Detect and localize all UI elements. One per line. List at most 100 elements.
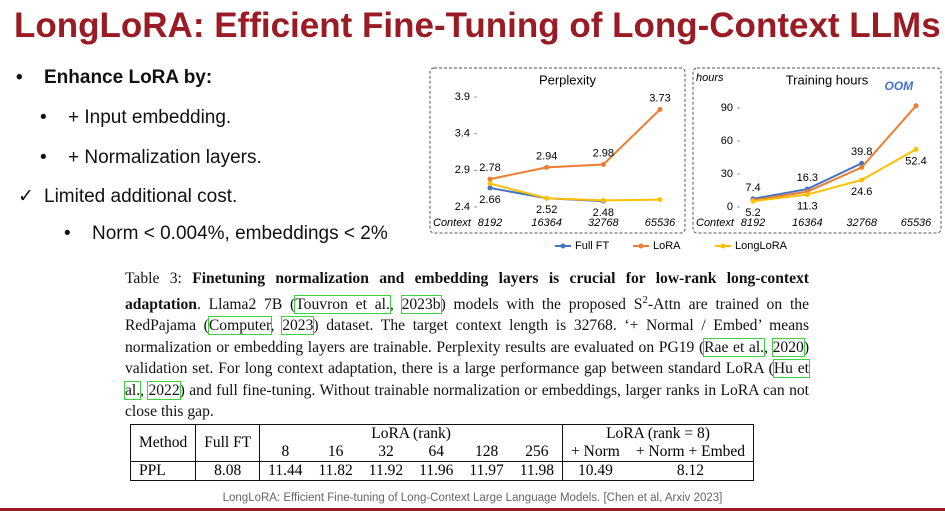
citation[interactable]: 2023	[281, 316, 315, 336]
data-point	[487, 176, 493, 182]
data-point	[657, 106, 663, 112]
series-line	[489, 182, 661, 202]
data-point	[913, 146, 919, 152]
chart-title: Training hours	[786, 72, 869, 87]
bullet: ✓ Limited additional cost.	[18, 185, 237, 208]
cell: 8.12	[627, 461, 754, 481]
x-tick-label: 32768	[588, 217, 619, 229]
data-point	[804, 192, 810, 198]
bullet-text: + Normalization layers.	[68, 147, 262, 168]
cell: 8.08	[195, 461, 260, 481]
citation[interactable]: 2022	[147, 380, 181, 400]
cell: PPL	[130, 461, 196, 481]
bullet: • + Input embedding.	[40, 107, 231, 129]
x-tick-label: 16364	[531, 217, 562, 229]
x-axis-label: Context	[696, 217, 735, 229]
y-tick-label: 3.9	[455, 91, 470, 103]
subheader-cell: + Norm	[562, 443, 628, 462]
caption-label: Table 3:	[125, 270, 193, 287]
legend-label: LoRA	[653, 240, 681, 252]
chart-frame	[429, 67, 686, 234]
value-label: 2.78	[479, 162, 500, 174]
value-label: 7.4	[745, 182, 760, 194]
data-row: PPL 8.08 11.44 11.82 11.92 11.96 11.97 1…	[130, 461, 754, 481]
cell: 11.92	[360, 461, 412, 481]
caption-text: . Llama2 7B (	[196, 295, 296, 313]
header-row: Method Full FT LoRA (rank) LoRA (rank = …	[131, 424, 754, 462]
series-line	[489, 108, 661, 181]
x-tick-label: 8192	[741, 217, 765, 229]
header-cell: Full FT	[195, 424, 260, 462]
y-axis-label: hours	[696, 72, 724, 84]
value-label: 5.2	[745, 207, 760, 219]
header-cell: LoRA (rank = 8)	[562, 424, 754, 443]
bullet-marker: •	[16, 67, 23, 88]
bullet-text: Norm < 0.004%, embeddings < 2%	[92, 223, 388, 244]
subheader-cell: 8	[259, 443, 311, 462]
caption-text: ) and full fine-tuning. Without trainabl…	[125, 381, 809, 421]
subheader-cell: 32	[378, 443, 394, 460]
value-label: 2.52	[536, 204, 557, 216]
citation[interactable]: Computer	[207, 316, 272, 336]
data-point	[544, 195, 550, 201]
x-tick-label: 16364	[792, 217, 823, 229]
subheader-cell: 256	[525, 443, 549, 460]
value-label: 11.3	[797, 200, 818, 212]
value-label: 2.94	[536, 150, 557, 162]
bullet: • Enhance LoRA by:	[16, 67, 212, 89]
footer: LongLoRA: Efficient Fine-tuning of Long-…	[222, 492, 723, 504]
data-point	[750, 198, 756, 204]
x-axis-label: Context	[433, 217, 472, 229]
citation[interactable]: Rae et al.	[703, 337, 766, 357]
bullet: • Norm < 0.004%, embeddings < 2%	[64, 223, 388, 245]
data-point	[600, 197, 606, 203]
y-tick-label: 60	[721, 135, 733, 147]
value-label: 52.4	[905, 155, 926, 167]
legend-label: Full FT	[575, 240, 610, 252]
superscript: 2	[642, 293, 648, 306]
caption-text: ,	[140, 381, 149, 399]
bullet: • + Normalization layers.	[40, 147, 262, 169]
cell: 11.98	[511, 461, 563, 481]
annotation: OOM	[884, 79, 914, 93]
citation[interactable]: 2023b	[400, 294, 442, 314]
chart-frame	[692, 67, 942, 234]
legend-marker	[638, 243, 644, 249]
cell: 11.44	[259, 461, 311, 481]
table-caption: Table 3: Finetuning normalization and em…	[124, 268, 810, 423]
bullet-marker: •	[40, 147, 47, 168]
y-tick-label: 2.9	[455, 164, 470, 176]
series-line	[752, 105, 917, 202]
subheader-cell: 16	[327, 443, 344, 460]
slide-title: LongLoRA: Efficient Fine-Tuning of Long-…	[14, 6, 941, 45]
header-cell: LoRA (rank)	[259, 424, 563, 443]
cell: 11.82	[310, 461, 361, 481]
caption-text: ,	[389, 295, 402, 313]
cell: 10.49	[562, 461, 628, 481]
bullet-marker: ✓	[18, 186, 34, 207]
value-label: 2.66	[479, 194, 500, 206]
citation[interactable]: Touvron et al.	[294, 294, 391, 314]
value-label: 2.48	[593, 207, 614, 219]
caption-text: ) validation set. For long context adapt…	[125, 338, 810, 378]
caption-text: ) dataset. The target context length is …	[125, 317, 810, 356]
cell: 11.96	[411, 461, 462, 481]
caption-text: ,	[764, 338, 773, 356]
citation[interactable]: 2020	[771, 337, 805, 357]
data-point	[487, 181, 493, 187]
y-tick-label: 2.4	[455, 201, 470, 213]
value-label: 24.6	[851, 186, 872, 198]
data-point	[859, 160, 865, 166]
legend-marker	[720, 243, 726, 249]
bullet-text: Enhance LoRA by:	[44, 67, 213, 88]
subheader-cell: 128	[474, 443, 499, 460]
bullet-text: Limited additional cost.	[44, 186, 238, 207]
header-cell: Method	[139, 434, 188, 451]
series-line	[752, 148, 917, 203]
x-tick-label: 8192	[478, 217, 502, 229]
x-tick-label: 32768	[846, 217, 877, 229]
caption-text: ,	[270, 317, 283, 335]
citation[interactable]: Hu et al.	[124, 359, 810, 400]
bottom-rule	[0, 508, 945, 511]
